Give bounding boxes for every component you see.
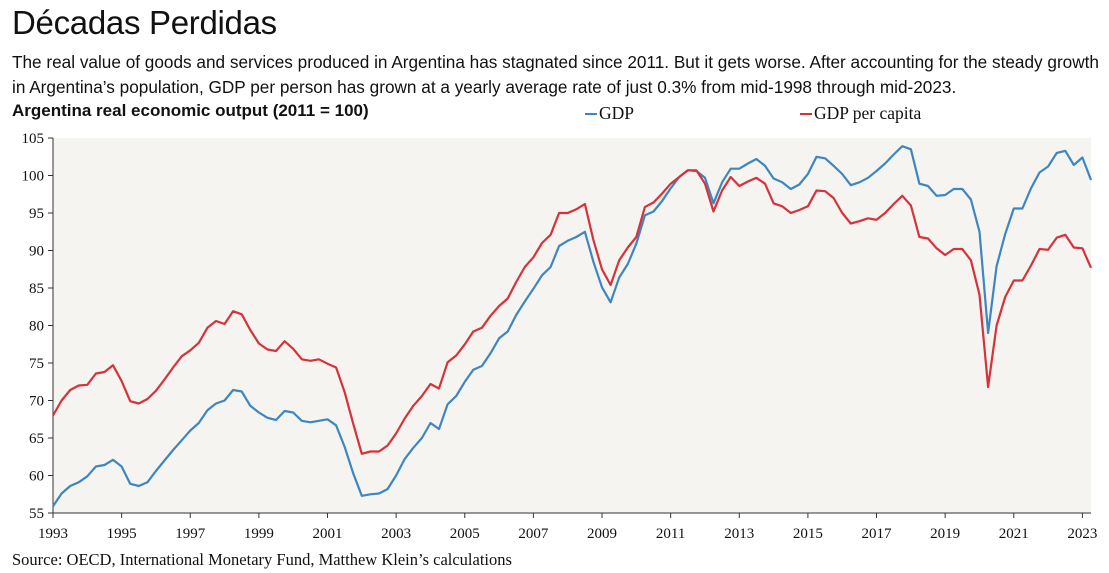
y-axis-title: Argentina real economic output (2011 = 1… bbox=[12, 101, 369, 120]
plot-background bbox=[53, 138, 1091, 513]
x-tick-label: 1999 bbox=[244, 526, 274, 542]
x-tick-label: 1997 bbox=[175, 526, 206, 542]
chart-subtitle: The real value of goods and services pro… bbox=[12, 52, 1099, 97]
x-tick-label: 2013 bbox=[724, 526, 754, 542]
y-tick-label: 90 bbox=[29, 244, 44, 260]
legend-swatch-gdp bbox=[585, 112, 597, 115]
x-tick-label: 2015 bbox=[793, 526, 823, 542]
legend-label-gdp-per-capita: GDP per capita bbox=[814, 103, 922, 123]
y-tick-label: 105 bbox=[22, 131, 45, 147]
y-tick-label: 70 bbox=[29, 394, 44, 410]
series-line-gdp bbox=[52, 145, 1093, 507]
y-tick-label: 85 bbox=[29, 281, 44, 297]
y-tick-label: 60 bbox=[29, 469, 44, 485]
x-tick-label: 2003 bbox=[381, 526, 411, 542]
legend-item-gdp: GDP bbox=[585, 103, 634, 124]
y-tick-label: 55 bbox=[29, 506, 44, 522]
x-tick-label: 2019 bbox=[930, 526, 960, 542]
x-tick-label: 2011 bbox=[656, 526, 685, 542]
x-tick-label: 1993 bbox=[38, 526, 68, 542]
y-tick-label: 100 bbox=[22, 169, 45, 185]
x-tick-label: 2009 bbox=[587, 526, 617, 542]
y-tick-label: 80 bbox=[29, 319, 44, 335]
y-tick-label: 95 bbox=[29, 206, 44, 222]
legend-item-gdp-per-capita: GDP per capita bbox=[800, 103, 921, 124]
legend-label-gdp: GDP bbox=[599, 103, 635, 123]
y-tick-label: 65 bbox=[29, 431, 44, 447]
x-tick-label: 2001 bbox=[313, 526, 343, 542]
legend-swatch-gdp-per-capita bbox=[800, 112, 812, 115]
x-tick-label: 2017 bbox=[862, 526, 893, 542]
x-tick-label: 2023 bbox=[1067, 526, 1097, 542]
x-tick-label: 2021 bbox=[999, 526, 1029, 542]
chart-title: Décadas Perdidas bbox=[12, 4, 277, 41]
source-note: Source: OECD, International Monetary Fun… bbox=[12, 550, 512, 569]
series-line-gdp-per-capita bbox=[52, 169, 1093, 455]
x-tick-label: 1995 bbox=[107, 526, 137, 542]
x-tick-label: 2005 bbox=[450, 526, 480, 542]
x-tick-label: 2007 bbox=[518, 526, 549, 542]
y-tick-label: 75 bbox=[29, 356, 44, 372]
